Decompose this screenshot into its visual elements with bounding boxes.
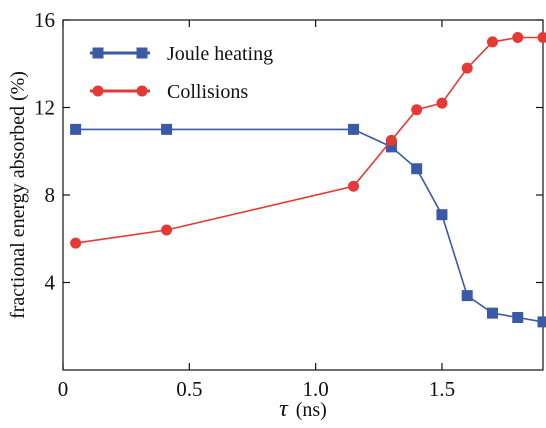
tick-labels: 0 0.5 1.0 1.5 4 8 12 16 [34,8,455,401]
collisions-line [75,36,543,244]
joule-heating-point [348,123,360,135]
joule-heating-point [385,141,397,153]
collisions-point [512,32,524,43]
collisions-point [461,62,473,74]
plot-frame [62,19,544,371]
x-axis-unit: (ns) [296,399,327,421]
y-axis-title: fractional energy absorbed (%) [7,71,29,319]
y-tick-label: 16 [34,8,55,32]
legend-item-collisions: Collisions [90,81,248,103]
joule-heating-line [75,128,544,323]
collisions-point [348,180,360,192]
legend-label: Joule heating [167,43,273,65]
joule-heating-point [161,123,173,135]
x-tick-label: 1.0 [303,377,329,401]
x-axis-title: τ (ns) [279,396,327,422]
collisions-point [385,134,397,146]
collisions-point [537,32,546,43]
series-layer [70,32,546,328]
y-tick-label: 12 [34,96,55,120]
legend-marker [92,85,104,97]
x-axis-symbol: τ [279,396,289,422]
y-tick-label: 4 [45,271,56,295]
joule-heating-point [461,290,473,302]
collisions-point [161,224,173,236]
legend-marker [136,47,148,59]
y-tick-label: 8 [45,183,56,207]
collisions-point [70,237,82,249]
legend-marker [136,85,148,97]
joule-heating-point [436,209,448,221]
legend-label: Collisions [167,81,248,103]
x-tick-label: 1.5 [429,377,455,401]
series-collisions [70,32,546,249]
joule-heating-point [411,163,423,175]
joule-heating-point [537,316,546,328]
legend-item-joule-heating: Joule heating [90,43,273,65]
collisions-point [436,97,448,109]
legend: Joule heating Collisions [90,43,273,103]
joule-heating-point [486,307,498,319]
collisions-point [486,36,498,48]
axis-ticks [62,19,543,370]
collisions-point [411,104,423,116]
joule-heating-point [70,123,82,135]
x-tick-label: 0.5 [176,377,202,401]
joule-heating-point [512,312,524,323]
x-tick-label: 0 [58,377,69,401]
series-joule-heating [70,123,546,328]
legend-marker [92,47,104,59]
